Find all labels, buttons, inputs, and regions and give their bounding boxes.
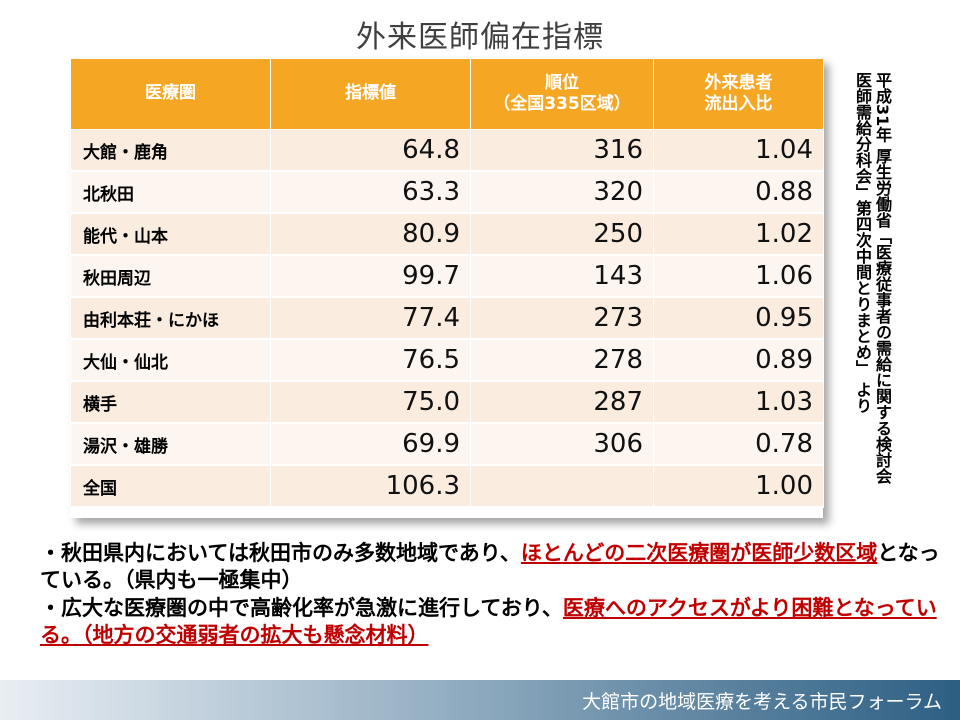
index-value: 63.3 xyxy=(270,170,471,214)
note-2-text-a: ・広大な医療圏の中で高齢化率が急激に進行しており、 xyxy=(40,595,563,620)
index-value: 80.9 xyxy=(270,212,471,256)
footer-text: 大館市の地域医療を考える市民フォーラム xyxy=(582,691,942,713)
table-row: 大館・鹿角 64.8 316 1.04 xyxy=(70,129,824,172)
table-row: 由利本荘・にかほ 77.4 273 0.95 xyxy=(70,296,824,340)
ratio-value: 0.89 xyxy=(653,338,824,382)
note-2-highlight: 医療へのアクセスがより困難となっている。（地方の交通弱者の拡大も懸念材料） xyxy=(40,595,937,647)
region-name: 由利本荘・にかほ xyxy=(70,296,271,340)
source-note: 平成31年 厚生労働省「医療従事者の需給に関する検討会医師需給分科会」第四次中間… xyxy=(853,72,892,484)
index-table-container: 医療圏 指標値 順位 （全国335区域） 外来患者 流出入比 大館・鹿角 64.… xyxy=(70,58,824,518)
index-value: 106.3 xyxy=(270,464,471,508)
ratio-value: 1.03 xyxy=(653,380,824,424)
region-name: 全国 xyxy=(70,464,271,508)
index-table: 医療圏 指標値 順位 （全国335区域） 外来患者 流出入比 大館・鹿角 64.… xyxy=(70,58,824,508)
ratio-value: 1.00 xyxy=(653,464,824,508)
ratio-value: 1.04 xyxy=(653,129,824,172)
header-rank-line1: 順位 xyxy=(545,72,579,93)
index-value: 76.5 xyxy=(270,338,471,382)
table-row: 大仙・仙北 76.5 278 0.89 xyxy=(70,338,824,382)
region-name: 大館・鹿角 xyxy=(70,129,271,172)
region-name: 湯沢・雄勝 xyxy=(70,422,271,466)
index-value: 69.9 xyxy=(270,422,471,466)
rank-value xyxy=(470,464,654,508)
header-index-value: 指標値 xyxy=(270,58,471,130)
footer-bar: 大館市の地域医療を考える市民フォーラム xyxy=(0,680,960,720)
table-row: 秋田周辺 99.7 143 1.06 xyxy=(70,254,824,298)
region-name: 秋田周辺 xyxy=(70,254,271,298)
table-header-row: 医療圏 指標値 順位 （全国335区域） 外来患者 流出入比 xyxy=(70,58,824,130)
table-row: 能代・山本 80.9 250 1.02 xyxy=(70,212,824,256)
rank-value: 278 xyxy=(470,338,654,382)
slide-title: 外来医師偏在指標 xyxy=(356,20,604,55)
index-value: 64.8 xyxy=(270,129,471,172)
region-name: 北秋田 xyxy=(70,170,271,214)
rank-value: 306 xyxy=(470,422,654,466)
rank-value: 287 xyxy=(470,380,654,424)
index-value: 75.0 xyxy=(270,380,471,424)
rank-value: 143 xyxy=(470,254,654,298)
table-row-national: 全国 106.3 1.00 xyxy=(70,464,824,508)
region-name: 能代・山本 xyxy=(70,212,271,256)
header-ratio-line1: 外来患者 xyxy=(704,72,773,93)
ratio-value: 0.95 xyxy=(653,296,824,340)
note-paragraph-2: ・広大な医療圏の中で高齢化率が急激に進行しており、医療へのアクセスがより困難とな… xyxy=(40,595,940,650)
table-row: 北秋田 63.3 320 0.88 xyxy=(70,170,824,214)
ratio-value: 1.06 xyxy=(653,254,824,298)
header-rank-line2: （全国335区域） xyxy=(493,94,631,114)
rank-value: 250 xyxy=(470,212,654,256)
header-region: 医療圏 xyxy=(70,58,271,130)
rank-value: 273 xyxy=(470,296,654,340)
note-1-text-a: ・秋田県内においては秋田市のみ多数地域であり、 xyxy=(40,541,521,565)
note-1-highlight: ほとんどの二次医療圏が医師少数区域 xyxy=(520,541,878,565)
header-ratio-line2: 流出入比 xyxy=(704,94,773,114)
ratio-value: 0.88 xyxy=(653,170,824,214)
region-name: 大仙・仙北 xyxy=(70,338,271,382)
note-1-text-b: となっている。（県内も一極集中） xyxy=(40,541,940,593)
ratio-value: 0.78 xyxy=(653,422,824,466)
index-value: 77.4 xyxy=(270,296,471,340)
header-rank: 順位 （全国335区域） xyxy=(470,58,654,130)
ratio-value: 1.02 xyxy=(653,212,824,256)
rank-value: 316 xyxy=(470,129,654,172)
header-ratio: 外来患者 流出入比 xyxy=(653,58,824,130)
table-row: 横手 75.0 287 1.03 xyxy=(70,380,824,424)
rank-value: 320 xyxy=(470,170,654,214)
region-name: 横手 xyxy=(70,380,271,424)
table-row: 湯沢・雄勝 69.9 306 0.78 xyxy=(70,422,824,466)
index-value: 99.7 xyxy=(270,254,471,298)
summary-notes: ・秋田県内においては秋田市のみ多数地域であり、ほとんどの二次医療圏が医師少数区域… xyxy=(40,540,940,649)
note-paragraph-1: ・秋田県内においては秋田市のみ多数地域であり、ほとんどの二次医療圏が医師少数区域… xyxy=(40,540,940,595)
